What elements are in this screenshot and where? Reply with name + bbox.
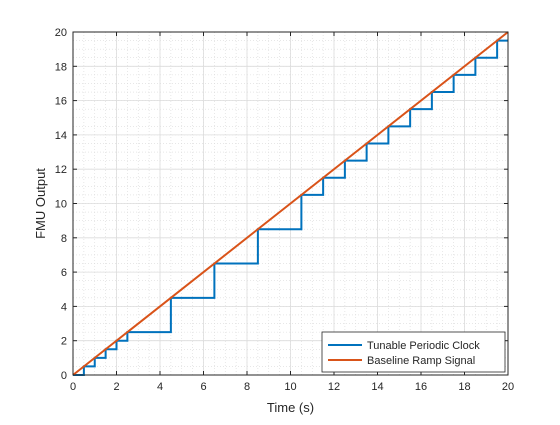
y-tick-label: 16 xyxy=(55,96,67,108)
x-tick-label: 10 xyxy=(284,381,296,393)
x-tick-label: 4 xyxy=(157,381,163,393)
x-tick-label: 6 xyxy=(200,381,206,393)
series-layer xyxy=(72,31,509,376)
y-axis-title: FMU Output xyxy=(33,168,48,239)
series-line-1 xyxy=(73,39,508,376)
x-tick-label: 18 xyxy=(458,381,470,393)
x-axis-title: Time (s) xyxy=(267,400,314,415)
y-tick-label: 10 xyxy=(55,199,67,211)
y-tick-label: 14 xyxy=(55,130,67,142)
x-tick-label: 14 xyxy=(371,381,383,393)
legend: Tunable Periodic Clock Baseline Ramp Sign… xyxy=(321,331,506,373)
x-tick-label: 8 xyxy=(244,381,250,393)
y-tick-label: 20 xyxy=(55,27,67,39)
y-tick-label: 2 xyxy=(61,336,67,348)
series-line-2 xyxy=(72,31,509,376)
x-tick-label: 12 xyxy=(328,381,340,393)
tick-labels: 0 2 4 6 8 10 12 14 16 18 20 0 2 4 6 8 10 12 14 16 18 20 xyxy=(55,27,514,393)
y-tick-label: 0 xyxy=(61,370,67,382)
y-tick-label: 8 xyxy=(61,233,67,245)
y-tick-label: 4 xyxy=(61,301,67,313)
x-tick-label: 16 xyxy=(415,381,427,393)
legend-box xyxy=(321,331,506,373)
y-tick-label: 18 xyxy=(55,61,67,73)
y-tick-label: 6 xyxy=(61,267,67,279)
legend-entry-2: Baseline Ramp Signal xyxy=(367,355,475,367)
x-tick-label: 0 xyxy=(70,381,76,393)
x-tick-label: 20 xyxy=(502,381,514,393)
y-tick-label: 12 xyxy=(55,164,67,176)
legend-entry-1: Tunable Periodic Clock xyxy=(367,340,480,352)
x-tick-label: 2 xyxy=(113,381,119,393)
